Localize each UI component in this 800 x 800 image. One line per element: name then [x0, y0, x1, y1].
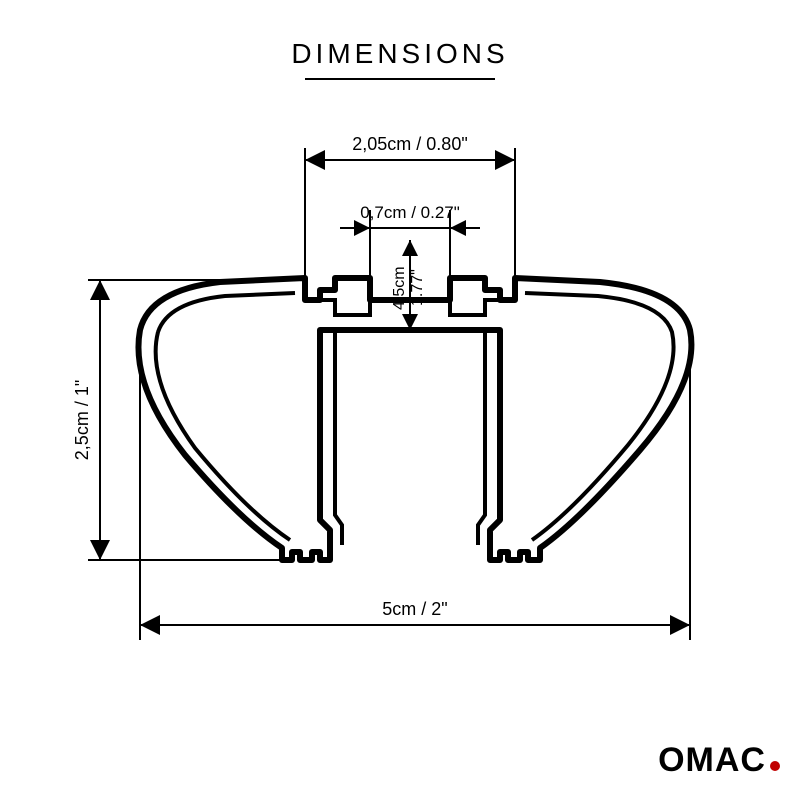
dim-center-depth-cm: 4,5cm: [391, 266, 408, 310]
dim-top-outer-label: 2,05cm / 0.80": [352, 134, 467, 154]
dim-center-depth-in: 1.77": [409, 269, 426, 306]
dim-left-height-label: 2,5cm / 1": [72, 380, 92, 460]
brand-logo-text: OMAC: [658, 741, 766, 780]
profile-outer: [138, 278, 691, 560]
channel-inner: [335, 330, 485, 545]
brand-logo-dot: [770, 761, 780, 771]
diagram-svg: 5cm / 2" 2,5cm / 1" 2,05cm / 0.80" 0,7cm…: [0, 0, 800, 800]
dim-bottom-width-label: 5cm / 2": [382, 599, 447, 619]
brand-logo: OMAC: [658, 741, 780, 780]
dim-top-inner-label: 0,7cm / 0.27": [360, 203, 460, 222]
